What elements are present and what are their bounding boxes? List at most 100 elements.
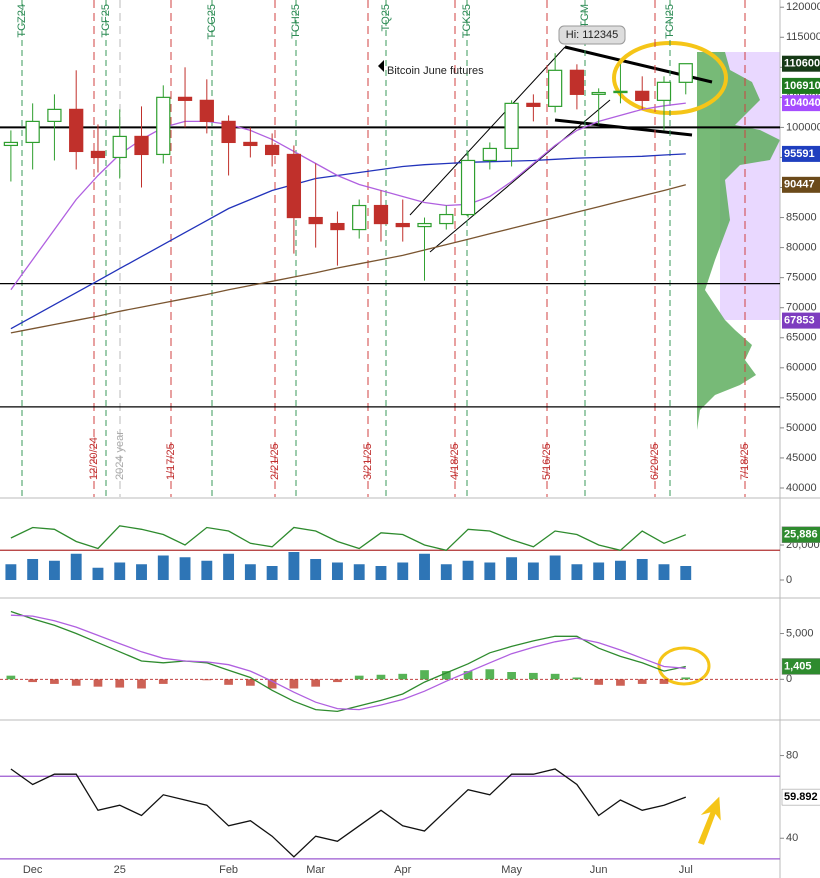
date-label: 5/16/25 [541,443,553,480]
candle-body [460,159,476,216]
y-tick-label: 70000 [786,302,817,314]
volume-bar [27,559,39,580]
date-label: 1/17/25 [165,443,177,480]
candle-body [112,135,127,159]
volume-bar [70,553,82,580]
price-label-bg [782,77,820,94]
contract-label: TQ25 [380,4,392,32]
y-tick-label: 115000 [786,31,820,43]
y-tick-label: 45000 [786,452,817,464]
volume-bar [680,566,692,580]
candle-body [504,102,519,150]
histogram-bar [507,672,516,680]
histogram-bar [485,669,495,680]
candle-body [90,150,106,159]
x-tick-label: Mar [306,864,325,876]
volume-profile [697,52,780,430]
histogram-bar [71,679,81,686]
candle-body [264,144,280,156]
y-tick-label: 80 [786,749,798,761]
volume-bar [331,562,343,580]
histogram-bar [311,679,321,687]
date-label: 6/20/25 [649,443,661,480]
histogram-bar [572,677,582,680]
date-label: 12/20/24 [88,437,100,480]
histogram-bar [681,677,691,680]
annotation: Hi: 112345 [566,29,618,41]
volume-bar [636,559,648,580]
value-label: 25,886 [784,529,818,541]
candle-body [548,69,563,107]
volume-bar [527,562,539,580]
y-tick-label: 85000 [786,211,817,223]
candle-body [482,147,497,162]
price-label-bg [782,176,820,193]
volume-bar [201,560,213,580]
indicator-line [10,768,687,858]
annotation-box [558,25,626,45]
candle-body [373,204,389,225]
histogram-bar [267,679,277,689]
contract-label: TCZ24 [16,4,28,38]
histogram-bar [398,673,408,680]
date-label: 2024 year [114,431,126,480]
annotation: Bitcoin June futures [387,65,484,77]
price-label: 106910 [784,80,820,92]
price-label: 110600 [784,58,820,70]
x-tick-label: Feb [219,864,238,876]
candle-body [134,135,149,156]
candle-body [352,204,367,231]
y-tick-label: 120000 [786,1,820,13]
contract-label: TCN25 [664,4,676,39]
histogram-bar [115,679,125,688]
candle-body [439,213,454,225]
contract-label: TCH25 [290,4,302,39]
candle-body [308,216,323,225]
y-tick-label: 100000 [786,121,820,133]
contract-label: TCM [579,4,591,28]
arrow [698,796,721,845]
volume-bar [92,567,104,580]
volume-bar [484,562,496,580]
value-label: 1,405 [784,660,812,672]
indicator-line [10,614,686,711]
y-tick-label: 5,000 [786,627,814,639]
volume-bar [48,560,60,580]
volume-bar [157,555,169,580]
histogram-bar [354,675,364,680]
volume-bar [593,562,605,580]
histogram-bar [420,670,429,680]
price-label-bg [782,55,820,72]
contract-label: TCF25 [100,4,112,38]
candle-body [656,81,672,101]
x-tick-label: 25 [114,864,126,876]
volume-bar [136,564,147,580]
x-tick-label: Apr [394,864,411,876]
contract-label: TCG25 [206,4,218,39]
price-label-bg [782,312,820,329]
candle-body [47,108,62,122]
histogram-bar [137,679,146,689]
price-label-bg [782,95,820,112]
candle-body [25,120,40,144]
y-tick-label: 0 [786,574,792,586]
volume-bar [615,560,626,580]
histogram-bar [289,679,299,689]
y-tick-label: 40 [786,832,798,844]
date-label: 3/21/25 [362,443,374,480]
x-tick-label: Jul [679,864,693,876]
open-interest-line [10,525,687,552]
y-tick-label: 50000 [786,422,817,434]
candle-body [243,141,258,147]
value-label-bg [781,658,820,675]
volume-bar [223,553,235,580]
price-label: 104040 [784,97,820,109]
x-tick-label: Jun [590,864,608,876]
candle-body [591,91,606,95]
price-label: 67853 [784,315,815,327]
volume-bar [5,564,17,580]
y-tick-label: 55000 [786,392,817,404]
candle-body [395,222,410,228]
x-tick-label: Dec [23,864,43,876]
